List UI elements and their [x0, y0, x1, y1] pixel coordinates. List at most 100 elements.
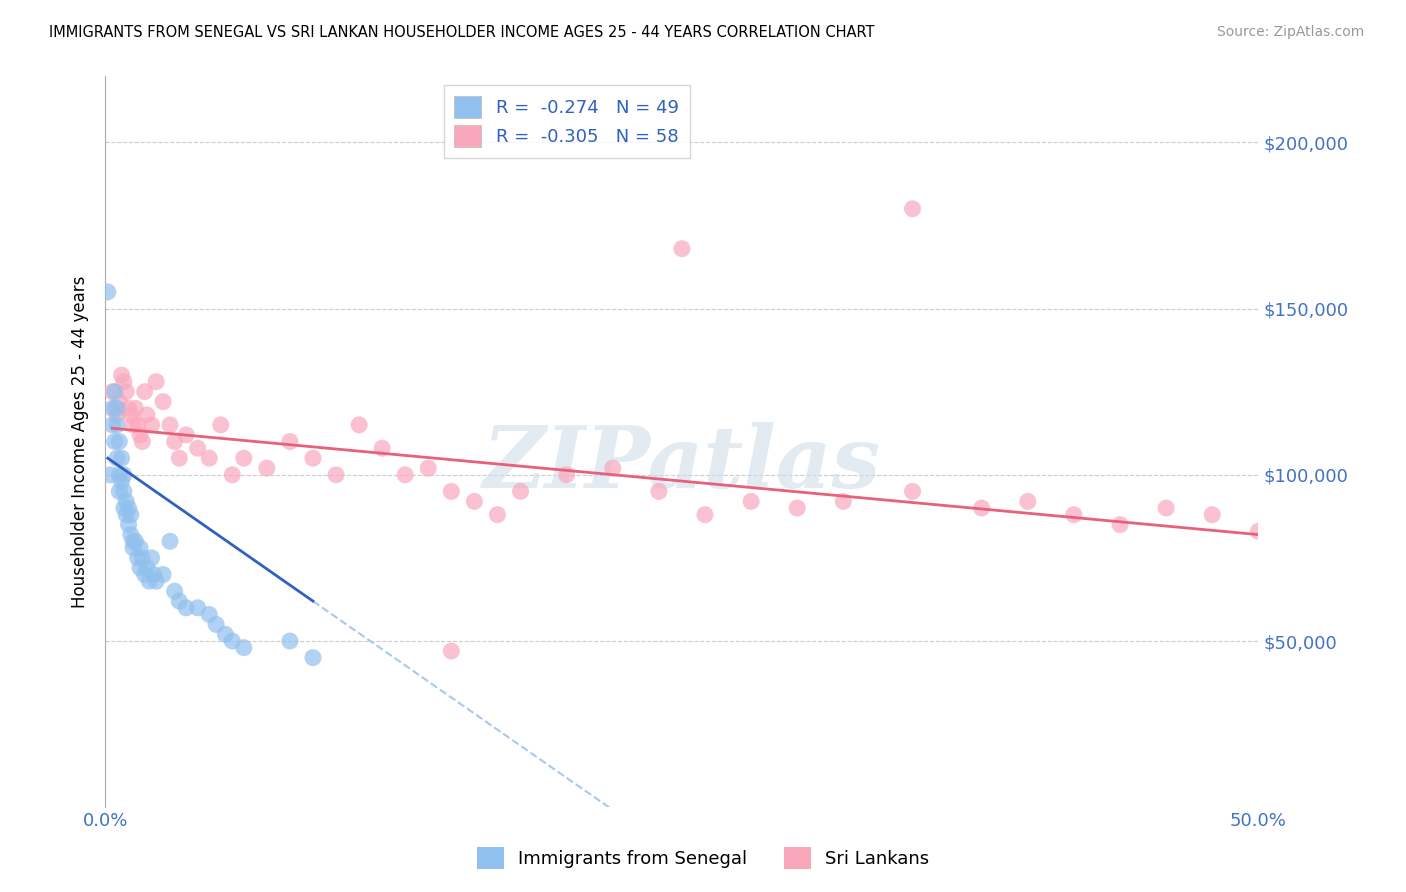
Point — [124, 534, 146, 549]
Point — [302, 650, 325, 665]
Point — [124, 401, 146, 416]
Point — [115, 494, 138, 508]
Point — [112, 501, 135, 516]
Point — [256, 461, 278, 475]
Point — [145, 574, 167, 589]
Point — [174, 600, 197, 615]
Point — [105, 417, 128, 432]
Point — [108, 467, 131, 482]
Point — [221, 634, 243, 648]
Point — [97, 285, 120, 299]
Point — [129, 561, 152, 575]
Point — [214, 627, 236, 641]
Point — [141, 417, 163, 432]
Point — [122, 417, 145, 432]
Point — [970, 501, 993, 516]
Point — [302, 451, 325, 466]
Text: Source: ZipAtlas.com: Source: ZipAtlas.com — [1216, 25, 1364, 39]
Point — [136, 408, 159, 422]
Point — [108, 434, 131, 449]
Point — [105, 451, 128, 466]
Point — [371, 441, 394, 455]
Point — [1017, 494, 1039, 508]
Point — [110, 451, 132, 466]
Point — [101, 401, 124, 416]
Point — [187, 441, 209, 455]
Point — [232, 640, 254, 655]
Point — [198, 451, 221, 466]
Point — [163, 584, 186, 599]
Point — [120, 408, 142, 422]
Point — [141, 550, 163, 565]
Text: ZIPatlas: ZIPatlas — [482, 422, 882, 505]
Point — [602, 461, 624, 475]
Point — [127, 550, 149, 565]
Point — [901, 484, 924, 499]
Point — [108, 394, 131, 409]
Point — [555, 467, 578, 482]
Point — [104, 384, 127, 399]
Point — [110, 475, 132, 489]
Point — [693, 508, 716, 522]
Point — [418, 461, 440, 475]
Point — [205, 617, 228, 632]
Point — [174, 428, 197, 442]
Point — [187, 600, 209, 615]
Point — [232, 451, 254, 466]
Point — [901, 202, 924, 216]
Point — [136, 561, 159, 575]
Point — [122, 534, 145, 549]
Point — [110, 368, 132, 382]
Point — [167, 451, 190, 466]
Point — [347, 417, 370, 432]
Legend: R =  -0.274   N = 49, R =  -0.305   N = 58: R = -0.274 N = 49, R = -0.305 N = 58 — [443, 85, 690, 158]
Point — [98, 467, 121, 482]
Point — [152, 567, 174, 582]
Point — [509, 484, 531, 499]
Point — [117, 401, 139, 416]
Point — [129, 541, 152, 555]
Point — [394, 467, 416, 482]
Text: IMMIGRANTS FROM SENEGAL VS SRI LANKAN HOUSEHOLDER INCOME AGES 25 - 44 YEARS CORR: IMMIGRANTS FROM SENEGAL VS SRI LANKAN HO… — [49, 25, 875, 40]
Legend: Immigrants from Senegal, Sri Lankans: Immigrants from Senegal, Sri Lankans — [468, 838, 938, 879]
Point — [1154, 501, 1177, 516]
Point — [131, 550, 153, 565]
Point — [740, 494, 762, 508]
Point — [278, 634, 301, 648]
Point — [105, 401, 128, 416]
Point — [115, 384, 138, 399]
Point — [145, 375, 167, 389]
Point — [120, 508, 142, 522]
Point — [134, 567, 156, 582]
Point — [1109, 517, 1132, 532]
Point — [112, 484, 135, 499]
Point — [221, 467, 243, 482]
Y-axis label: Householder Income Ages 25 - 44 years: Householder Income Ages 25 - 44 years — [72, 276, 90, 607]
Point — [131, 434, 153, 449]
Point — [198, 607, 221, 622]
Point — [159, 534, 181, 549]
Point — [278, 434, 301, 449]
Point — [1201, 508, 1223, 522]
Point — [108, 484, 131, 499]
Point — [104, 434, 127, 449]
Point — [101, 384, 124, 399]
Point — [122, 541, 145, 555]
Point — [1063, 508, 1085, 522]
Point — [440, 484, 463, 499]
Point — [209, 417, 232, 432]
Point — [120, 527, 142, 541]
Point — [117, 517, 139, 532]
Point — [115, 508, 138, 522]
Point — [671, 242, 693, 256]
Point — [117, 501, 139, 516]
Point — [134, 384, 156, 399]
Point — [112, 467, 135, 482]
Point — [138, 574, 160, 589]
Point — [440, 644, 463, 658]
Point — [832, 494, 855, 508]
Point — [129, 428, 152, 442]
Point — [105, 408, 128, 422]
Point — [163, 434, 186, 449]
Point — [648, 484, 671, 499]
